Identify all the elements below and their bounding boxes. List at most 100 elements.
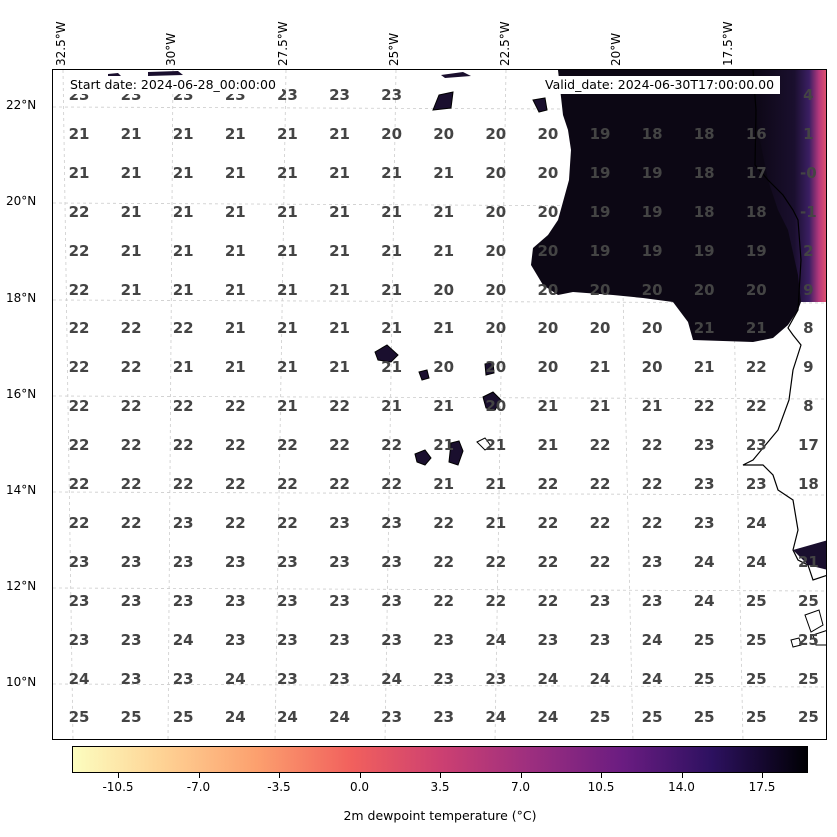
grid-value: 21 xyxy=(120,280,142,299)
grid-value: 19 xyxy=(589,163,611,182)
colorbar-tick-label: 17.5 xyxy=(748,780,776,794)
grid-value: 21 xyxy=(172,163,194,182)
grid-value: 16 xyxy=(745,124,767,143)
grid-value: 9 xyxy=(803,280,814,299)
grid-value: 21 xyxy=(745,319,767,338)
grid-value: 24 xyxy=(641,630,663,649)
grid-value: 23 xyxy=(120,669,142,688)
grid-value: 20 xyxy=(537,124,559,143)
grid-value: 23 xyxy=(381,513,403,532)
grid-value: 24 xyxy=(745,513,767,532)
grid-value: -0 xyxy=(800,163,817,182)
grid-value: 23 xyxy=(381,591,403,610)
longitude-label: 30°W xyxy=(164,32,178,66)
grid-value: 23 xyxy=(381,708,403,727)
grid-value: 20 xyxy=(433,280,455,299)
grid-value: 20 xyxy=(485,397,507,416)
grid-value: 21 xyxy=(172,280,194,299)
grid-value: 23 xyxy=(589,591,611,610)
grid-value: 23 xyxy=(68,630,90,649)
grid-value: 8 xyxy=(803,319,814,338)
grid-value: 22 xyxy=(276,436,298,455)
grid-value: 21 xyxy=(329,163,350,182)
grid-value: 23 xyxy=(537,630,559,649)
grid-value: 22 xyxy=(329,475,350,493)
grid-value: 20 xyxy=(485,163,507,182)
grid-value: 22 xyxy=(224,436,246,455)
grid-value: 22 xyxy=(745,397,767,416)
grid-value: 21 xyxy=(381,202,403,221)
grid-value: 21 xyxy=(329,241,350,260)
grid-value: 21 xyxy=(485,513,507,532)
grid-value: 23 xyxy=(224,630,246,649)
grid-value: 21 xyxy=(224,241,246,260)
grid-value: 23 xyxy=(276,86,298,104)
grid-value: 21 xyxy=(537,436,559,455)
grid-value: 23 xyxy=(276,669,298,688)
grid-value: 23 xyxy=(745,436,767,455)
grid-value: 20 xyxy=(485,358,507,377)
grid-value: 21 xyxy=(381,280,403,299)
grid-value: 22 xyxy=(224,475,246,493)
colorbar-tick xyxy=(762,773,763,778)
grid-value: 23 xyxy=(172,669,194,688)
grid-value: 25 xyxy=(797,630,819,649)
grid-value: 21 xyxy=(276,280,298,299)
grid-value: 23 xyxy=(693,475,715,493)
grid-value: 21 xyxy=(172,241,194,260)
grid-value: 22 xyxy=(537,591,559,610)
grid-value: 21 xyxy=(589,397,611,416)
grid-value: 21 xyxy=(329,124,350,143)
grid-value: 24 xyxy=(693,591,715,610)
grid-value: 24 xyxy=(537,708,559,727)
grid-value: 20 xyxy=(537,358,559,377)
grid-value: 22 xyxy=(276,475,298,493)
grid-value: 23 xyxy=(172,591,194,610)
grid-value: 23 xyxy=(329,669,350,688)
colorbar-tick-label: -7.0 xyxy=(186,780,211,794)
africa-land xyxy=(531,70,826,342)
grid-value: 18 xyxy=(641,124,663,143)
colorbar-tick-label: 0.0 xyxy=(349,780,370,794)
grid-value: 22 xyxy=(537,475,559,493)
grid-value: 20 xyxy=(589,319,611,338)
grid-value: 1 xyxy=(803,124,814,143)
grid-value: 20 xyxy=(537,280,559,299)
grid-value: 23 xyxy=(224,591,246,610)
grid-value: 8 xyxy=(803,397,814,416)
grid-value: 20 xyxy=(537,163,559,182)
grid-value: 21 xyxy=(172,124,194,143)
grid-value: 19 xyxy=(589,124,611,143)
grid-value: 23 xyxy=(329,513,350,532)
latitude-label: 16°N xyxy=(6,387,37,401)
grid-value: 21 xyxy=(276,163,298,182)
latitude-label: 10°N xyxy=(6,675,37,689)
grid-value: 23 xyxy=(172,513,194,532)
grid-value: 2 xyxy=(803,241,814,260)
grid-value: 25 xyxy=(172,708,194,727)
grid-value: 24 xyxy=(537,669,559,688)
grid-value: 24 xyxy=(485,630,507,649)
grid-value: 22 xyxy=(745,358,767,377)
grid-value: 21 xyxy=(276,241,298,260)
grid-value: 20 xyxy=(693,280,715,299)
grid-value: 23 xyxy=(68,552,90,571)
grid-value: 22 xyxy=(172,436,194,455)
grid-value: 23 xyxy=(224,552,246,571)
grid-value: 23 xyxy=(120,552,142,571)
colorbar-tick-label: 14.0 xyxy=(668,780,695,794)
grid-value: 20 xyxy=(381,124,403,143)
grid-value: 24 xyxy=(276,708,298,727)
grid-value: 25 xyxy=(693,669,715,688)
island xyxy=(484,361,495,376)
grid-value: 21 xyxy=(433,241,455,260)
grid-value: 18 xyxy=(693,163,715,182)
grid-value: 22 xyxy=(120,436,142,455)
grid-value: 21 xyxy=(120,241,142,260)
grid-value: 23 xyxy=(276,591,298,610)
start-date-label: Start date: 2024-06-28_00:00:00 xyxy=(64,76,282,94)
grid-value: 23 xyxy=(745,475,767,493)
grid-value: 19 xyxy=(589,241,611,260)
longitude-label: 22.5°W xyxy=(498,21,512,66)
grid-value: 20 xyxy=(641,319,663,338)
